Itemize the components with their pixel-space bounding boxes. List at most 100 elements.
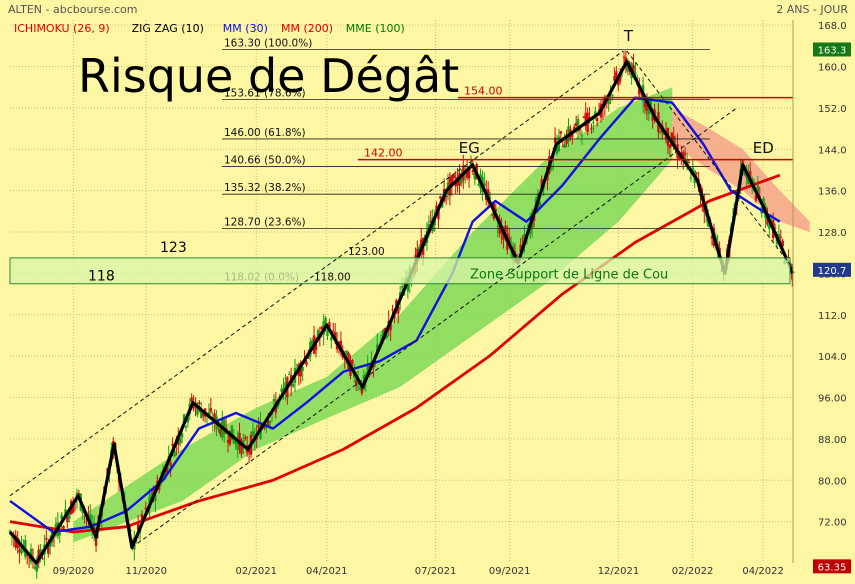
candle-body: [186, 418, 190, 423]
candle-body: [240, 439, 243, 454]
candle-body: [467, 168, 471, 179]
candle-body: [634, 72, 637, 75]
candle-body: [316, 330, 320, 341]
x-tick-label: 07/2021: [415, 566, 457, 577]
candle-body: [268, 421, 272, 424]
candle-body: [454, 181, 457, 187]
legend-item-3: MM (200): [281, 22, 333, 35]
x-tick-label: 09/2021: [489, 566, 531, 577]
level-118-inline: 118.00: [314, 272, 351, 284]
candle-body: [561, 146, 564, 148]
candle-body: [490, 214, 494, 216]
candle-body: [450, 175, 454, 187]
level-123-inline: 123.00: [348, 246, 385, 258]
candle-body: [140, 514, 144, 522]
candle-body: [452, 174, 455, 179]
candle-body: [209, 408, 213, 412]
candle-body: [68, 512, 71, 520]
channel-lower-line: [131, 107, 738, 548]
candle-body: [638, 85, 641, 95]
candle-body: [494, 209, 498, 212]
candle-body: [288, 374, 291, 376]
candle-body: [385, 335, 388, 338]
candle-body: [263, 426, 266, 429]
candle-body: [483, 183, 486, 186]
candle-body: [156, 480, 159, 485]
candle-body: [768, 224, 771, 229]
candle-body: [230, 425, 234, 440]
candle-body: [420, 239, 423, 252]
candle-body: [234, 439, 237, 445]
candle-body: [20, 546, 23, 554]
candle-body: [668, 144, 672, 148]
moving-average-lines: [8, 59, 795, 565]
candle-body: [92, 522, 96, 532]
candle-body: [257, 425, 260, 428]
last-price-marker-box: [813, 262, 851, 277]
candle-body: [45, 538, 48, 540]
x-tick-label: 04/2021: [306, 566, 348, 577]
candle-body: [473, 172, 476, 180]
candle-body: [232, 435, 235, 443]
candle-body: [381, 330, 385, 337]
candle-body: [345, 350, 348, 355]
candle-body: [659, 131, 662, 133]
x-tick-label: 12/2021: [598, 566, 640, 577]
legend-item-4: MME (100): [346, 22, 405, 35]
channel-upper-line: [9, 50, 624, 497]
candle-body: [643, 96, 647, 108]
candle-body: [460, 178, 463, 184]
candle-body: [488, 197, 492, 199]
candle-body: [397, 306, 400, 314]
y-tick-label: 72.00: [818, 518, 847, 529]
candle-body: [383, 328, 387, 333]
candle-body: [683, 153, 687, 155]
period-high-marker-text: 163.3: [818, 45, 847, 56]
candle-body: [213, 413, 216, 423]
y-tick-label: 128.0: [818, 228, 847, 239]
candle-body: [192, 404, 195, 409]
indicator-legend: ICHIMOKU (26, 9) ZIG ZAG (10) MM (30) MM (2…: [14, 22, 405, 35]
candle-body: [81, 510, 84, 513]
zigzag-line: [8, 59, 795, 565]
candle-body: [391, 309, 394, 311]
period-low-marker-text: 63.35: [818, 562, 847, 573]
candle-body: [389, 322, 392, 331]
candle-body: [8, 530, 12, 533]
y-tick-label: 112.0: [818, 311, 847, 322]
candle-body: [550, 165, 553, 169]
candle-body: [179, 438, 182, 443]
candle-body: [617, 79, 620, 86]
y-tick-label: 80.00: [818, 476, 847, 487]
candle-body: [574, 122, 578, 126]
y-tick-label: 136.0: [818, 187, 847, 198]
candle-body: [242, 440, 245, 446]
x-tick-label: 04/2022: [742, 566, 784, 577]
candle-body: [33, 567, 37, 569]
candle-body: [779, 236, 783, 238]
candle-body: [584, 112, 587, 127]
candle-body: [406, 279, 410, 292]
candle-body: [307, 356, 310, 359]
resistance-label-142: 142.00: [364, 147, 403, 160]
candle-body: [578, 128, 582, 131]
fibonacci-level-label: 153.61 (78.6%): [224, 88, 306, 100]
candle-body: [429, 220, 432, 223]
fibonacci-level-label: 135.32 (38.2%): [224, 182, 306, 194]
candle-body: [314, 343, 318, 351]
candle-body: [439, 196, 442, 199]
candle-body: [689, 177, 693, 179]
candle-body: [201, 413, 205, 416]
candle-body: [504, 225, 507, 234]
candle-body: [64, 509, 67, 516]
candle-body: [328, 322, 331, 329]
annotation-title: Risque de Dégât: [78, 49, 459, 103]
candle-body: [136, 524, 140, 531]
candle-body: [339, 340, 343, 352]
candle-body: [320, 326, 323, 330]
candle-body: [60, 514, 63, 519]
pattern-right-shoulder-label: ED: [753, 139, 774, 157]
candle-body: [251, 431, 255, 435]
candle-body: [169, 462, 172, 466]
